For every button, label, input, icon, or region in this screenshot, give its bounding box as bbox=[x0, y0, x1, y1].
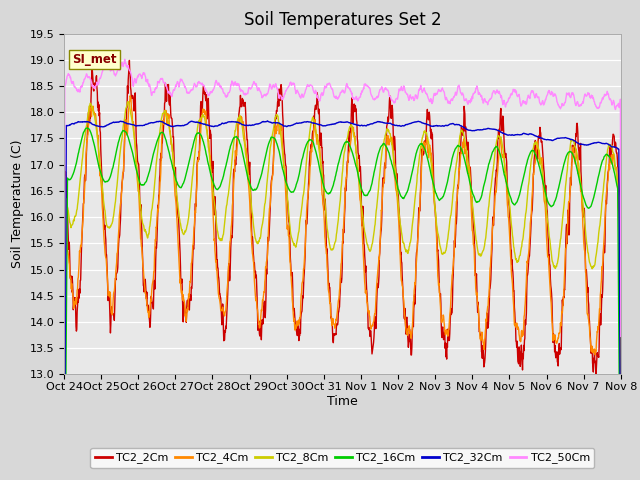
Line: TC2_2Cm: TC2_2Cm bbox=[64, 60, 621, 480]
TC2_8Cm bbox=[124, 99, 132, 105]
TC2_50Cm bbox=[184, 90, 192, 96]
TC2_4Cm bbox=[246, 216, 254, 222]
TC2_32Cm bbox=[264, 118, 271, 124]
TC2_50Cm bbox=[617, 334, 625, 339]
TC2_2Cm bbox=[429, 153, 437, 158]
Text: SI_met: SI_met bbox=[72, 53, 117, 66]
Line: TC2_32Cm: TC2_32Cm bbox=[64, 121, 621, 480]
TC2_4Cm bbox=[551, 332, 559, 338]
TC2_8Cm bbox=[246, 192, 254, 198]
TC2_4Cm bbox=[126, 93, 134, 99]
TC2_50Cm bbox=[502, 102, 509, 108]
TC2_2Cm bbox=[246, 186, 254, 192]
Line: TC2_50Cm: TC2_50Cm bbox=[64, 59, 621, 480]
TC2_4Cm bbox=[171, 185, 179, 191]
TC2_2Cm bbox=[184, 298, 192, 304]
TC2_16Cm bbox=[429, 180, 437, 186]
TC2_50Cm bbox=[246, 86, 254, 92]
TC2_8Cm bbox=[429, 180, 437, 186]
TC2_32Cm bbox=[246, 122, 254, 128]
Line: TC2_8Cm: TC2_8Cm bbox=[64, 102, 621, 480]
TC2_8Cm bbox=[551, 265, 559, 271]
Line: TC2_4Cm: TC2_4Cm bbox=[64, 96, 621, 480]
TC2_16Cm bbox=[171, 172, 179, 178]
TC2_2Cm bbox=[551, 343, 559, 348]
Line: TC2_16Cm: TC2_16Cm bbox=[64, 128, 621, 480]
TC2_16Cm bbox=[83, 125, 91, 131]
TC2_8Cm bbox=[184, 217, 192, 223]
TC2_2Cm bbox=[171, 168, 179, 173]
TC2_8Cm bbox=[502, 172, 509, 178]
TC2_2Cm bbox=[502, 151, 509, 156]
TC2_32Cm bbox=[551, 136, 559, 142]
TC2_16Cm bbox=[502, 178, 509, 184]
TC2_4Cm bbox=[502, 178, 509, 184]
TC2_32Cm bbox=[429, 123, 437, 129]
X-axis label: Time: Time bbox=[327, 395, 358, 408]
TC2_50Cm bbox=[171, 86, 179, 92]
TC2_50Cm bbox=[551, 91, 559, 97]
TC2_4Cm bbox=[429, 182, 437, 188]
Title: Soil Temperatures Set 2: Soil Temperatures Set 2 bbox=[244, 11, 441, 29]
TC2_16Cm bbox=[184, 163, 192, 168]
TC2_8Cm bbox=[171, 171, 179, 177]
TC2_50Cm bbox=[121, 56, 129, 62]
TC2_16Cm bbox=[551, 198, 559, 204]
TC2_16Cm bbox=[246, 183, 254, 189]
TC2_50Cm bbox=[429, 96, 437, 102]
TC2_2Cm bbox=[60, 455, 68, 460]
Legend: TC2_2Cm, TC2_4Cm, TC2_8Cm, TC2_16Cm, TC2_32Cm, TC2_50Cm: TC2_2Cm, TC2_4Cm, TC2_8Cm, TC2_16Cm, TC2… bbox=[90, 448, 595, 468]
TC2_2Cm bbox=[125, 58, 133, 63]
Y-axis label: Soil Temperature (C): Soil Temperature (C) bbox=[11, 140, 24, 268]
TC2_32Cm bbox=[502, 132, 509, 137]
TC2_32Cm bbox=[170, 123, 178, 129]
TC2_4Cm bbox=[184, 300, 192, 306]
TC2_32Cm bbox=[184, 121, 191, 127]
